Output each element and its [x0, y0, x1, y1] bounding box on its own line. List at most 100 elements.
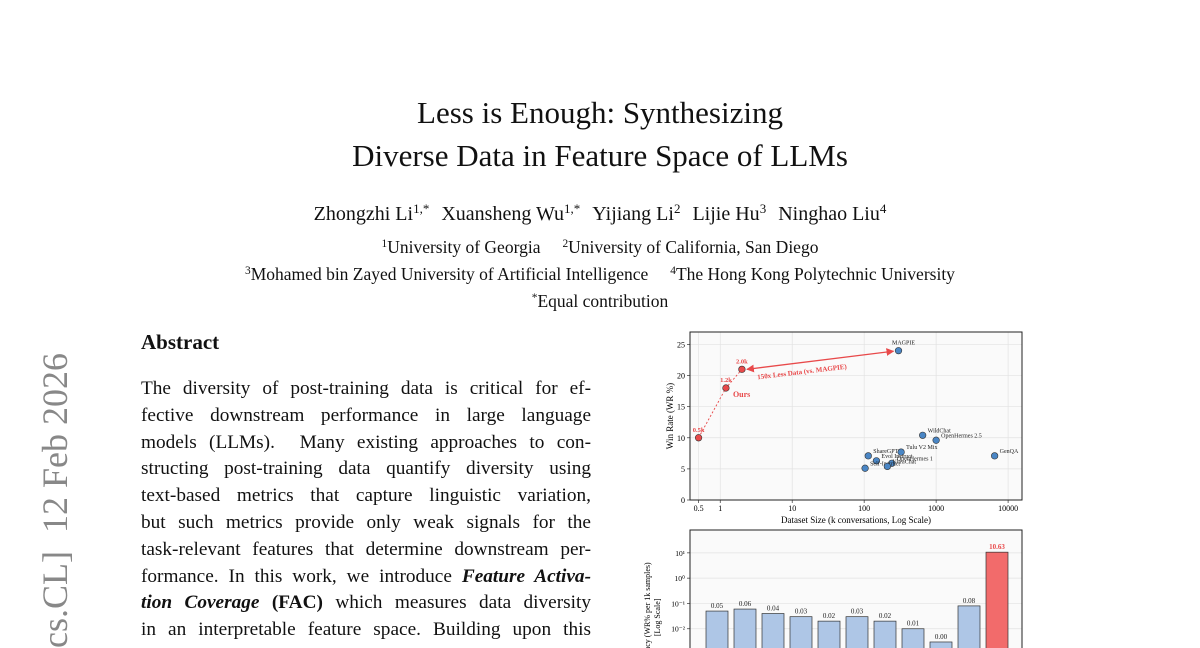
abstract-heading: Abstract: [141, 330, 220, 354]
author-name: Xuansheng Wu: [441, 203, 565, 225]
point-label: OpenHermes 2.5: [941, 433, 982, 439]
point-label: Tulu V2 Mix: [906, 445, 937, 451]
author: Xuansheng Wu1,*: [441, 200, 581, 225]
bar: [873, 620, 897, 648]
author: Ninghao Liu4: [778, 200, 887, 225]
bar-value-label: 0.04: [767, 605, 780, 613]
affiliation-text: Mohamed bin Zayed University of Artifici…: [250, 264, 649, 284]
y-tick-label: 10¹: [675, 549, 685, 558]
affiliation-mark: *: [531, 291, 538, 304]
data-point: [932, 436, 940, 444]
affiliation-list: 1University of Georgia 2University of Cal…: [0, 234, 1200, 315]
point-label: OpenHermes 1: [897, 456, 933, 462]
plot-background: [690, 332, 1022, 500]
affiliation: 1University of Georgia: [382, 237, 541, 257]
affiliation-row: 1University of Georgia 2University of Cal…: [0, 234, 1200, 261]
x-tick-label: 10: [788, 504, 796, 513]
abstract-text: Feature Activa-: [461, 565, 591, 587]
author: Yijiang Li2: [592, 202, 680, 225]
abstract-line: text-based metrics that capture linguist…: [141, 483, 591, 510]
data-point: [991, 452, 999, 460]
x-tick-label: 0.5: [694, 504, 704, 513]
abstract-line: tion Coverage (FAC) which measures data …: [141, 590, 591, 617]
abstract-line: fective downstream performance in large …: [141, 403, 591, 430]
x-tick-label: 100: [858, 504, 870, 513]
y-axis-label: [Log Scale]: [653, 598, 662, 636]
abstract-line: structing post-training data quantify di…: [141, 456, 591, 483]
plot-frame: [689, 331, 1023, 501]
comparison-arrow: [746, 348, 895, 373]
data-point: [883, 462, 891, 471]
bar: [761, 613, 785, 648]
point-label: UltraChat: [892, 459, 916, 465]
affiliation-text: University of California, San Diego: [568, 237, 819, 257]
abstract-text: task-relevant features that determine do…: [141, 538, 591, 560]
bar-value-label: 0.03: [851, 608, 864, 616]
author-mark: 1,*: [564, 200, 581, 216]
point-label: Evol Instruct: [881, 454, 912, 460]
affiliation-mark: 4: [670, 264, 676, 277]
author-mark: 4: [879, 200, 887, 216]
bar: [985, 551, 1009, 648]
point-label: 2.0k: [736, 358, 748, 365]
abstract-text: formance. In this work, we introduce: [141, 565, 462, 587]
author: Zhongzhi Li1,*: [313, 200, 430, 225]
affiliation: 2University of California, San Diego: [562, 237, 818, 257]
data-point: [722, 384, 730, 392]
affiliation-mark: 3: [245, 264, 251, 277]
author: Lijie Hu3: [692, 202, 766, 225]
bar: [733, 608, 757, 648]
paper-title: Less is Enough: Synthesizing: [417, 95, 783, 130]
affiliation-text: University of Georgia: [387, 237, 541, 257]
bar-value-label: 0.00: [935, 633, 948, 641]
bar: [929, 641, 953, 648]
bar-value-label: 0.01: [907, 620, 920, 628]
abstract-text: text-based metrics that capture linguist…: [141, 485, 591, 507]
affiliation-text: Equal contribution: [537, 291, 669, 311]
author-name: Zhongzhi Li: [313, 203, 414, 225]
affiliation: 4The Hong Kong Polytechnic University: [670, 264, 955, 284]
data-point: [872, 457, 881, 465]
abstract-text: models (LLMs). Many existing approaches …: [141, 431, 591, 453]
abstract-line: but such metrics provide only weak signa…: [141, 510, 591, 537]
abstract-text: fective downstream performance in large …: [141, 404, 591, 426]
affiliation-row: *Equal contribution: [0, 288, 1200, 315]
bar: [957, 605, 981, 648]
author-mark: 1,*: [413, 200, 430, 216]
x-tick-label: 1000: [928, 504, 944, 513]
x-axis-label: Dataset Size (k conversations, Log Scale…: [781, 515, 931, 525]
point-label: ShareGPT: [873, 449, 898, 455]
point-label: MAGPIE: [892, 341, 915, 347]
affiliation: 3Mohamed bin Zayed University of Artific…: [245, 264, 648, 284]
data-point: [738, 365, 746, 373]
affiliation: *Equal contribution: [532, 291, 668, 311]
data-point: [861, 464, 869, 472]
y-tick-label: 25: [677, 340, 685, 349]
bar-value-label: 0.02: [879, 612, 892, 620]
bar-value-label: 0.02: [823, 612, 836, 620]
y-tick-label: 10: [677, 434, 685, 443]
paper-title: Diverse Data in Feature Space of LLMs: [352, 138, 848, 173]
y-axis-label: Efficiency (WR% per 1k samples): [643, 562, 652, 648]
x-tick-label: 10000: [998, 504, 1018, 513]
author-name: Ninghao Liu: [778, 203, 880, 225]
abstract-text: (FAC): [271, 592, 323, 614]
author-list: Zhongzhi Li1,* Xuansheng Wu1,* Yijiang Li2…: [0, 200, 1200, 226]
point-label: GenQA: [1000, 449, 1019, 455]
abstract-line: models (LLMs). Many existing approaches …: [141, 430, 591, 457]
bar-value-label: 0.03: [795, 608, 808, 616]
y-tick-label: 0: [681, 496, 685, 505]
point-label: 0.5k: [693, 427, 705, 434]
data-point: [694, 434, 703, 442]
y-tick-label: 5: [681, 465, 685, 474]
data-point: [897, 448, 905, 456]
data-point: [864, 452, 872, 460]
abstract-text: tion Coverage: [141, 592, 260, 614]
bar-value-label: 0.05: [711, 602, 724, 610]
abstract-text: in an interpretable feature space. Build…: [141, 619, 591, 641]
y-tick-label: 20: [677, 372, 685, 381]
abstract: The diversity of post-training data is c…: [141, 376, 591, 644]
author-name: Lijie Hu: [692, 203, 760, 225]
